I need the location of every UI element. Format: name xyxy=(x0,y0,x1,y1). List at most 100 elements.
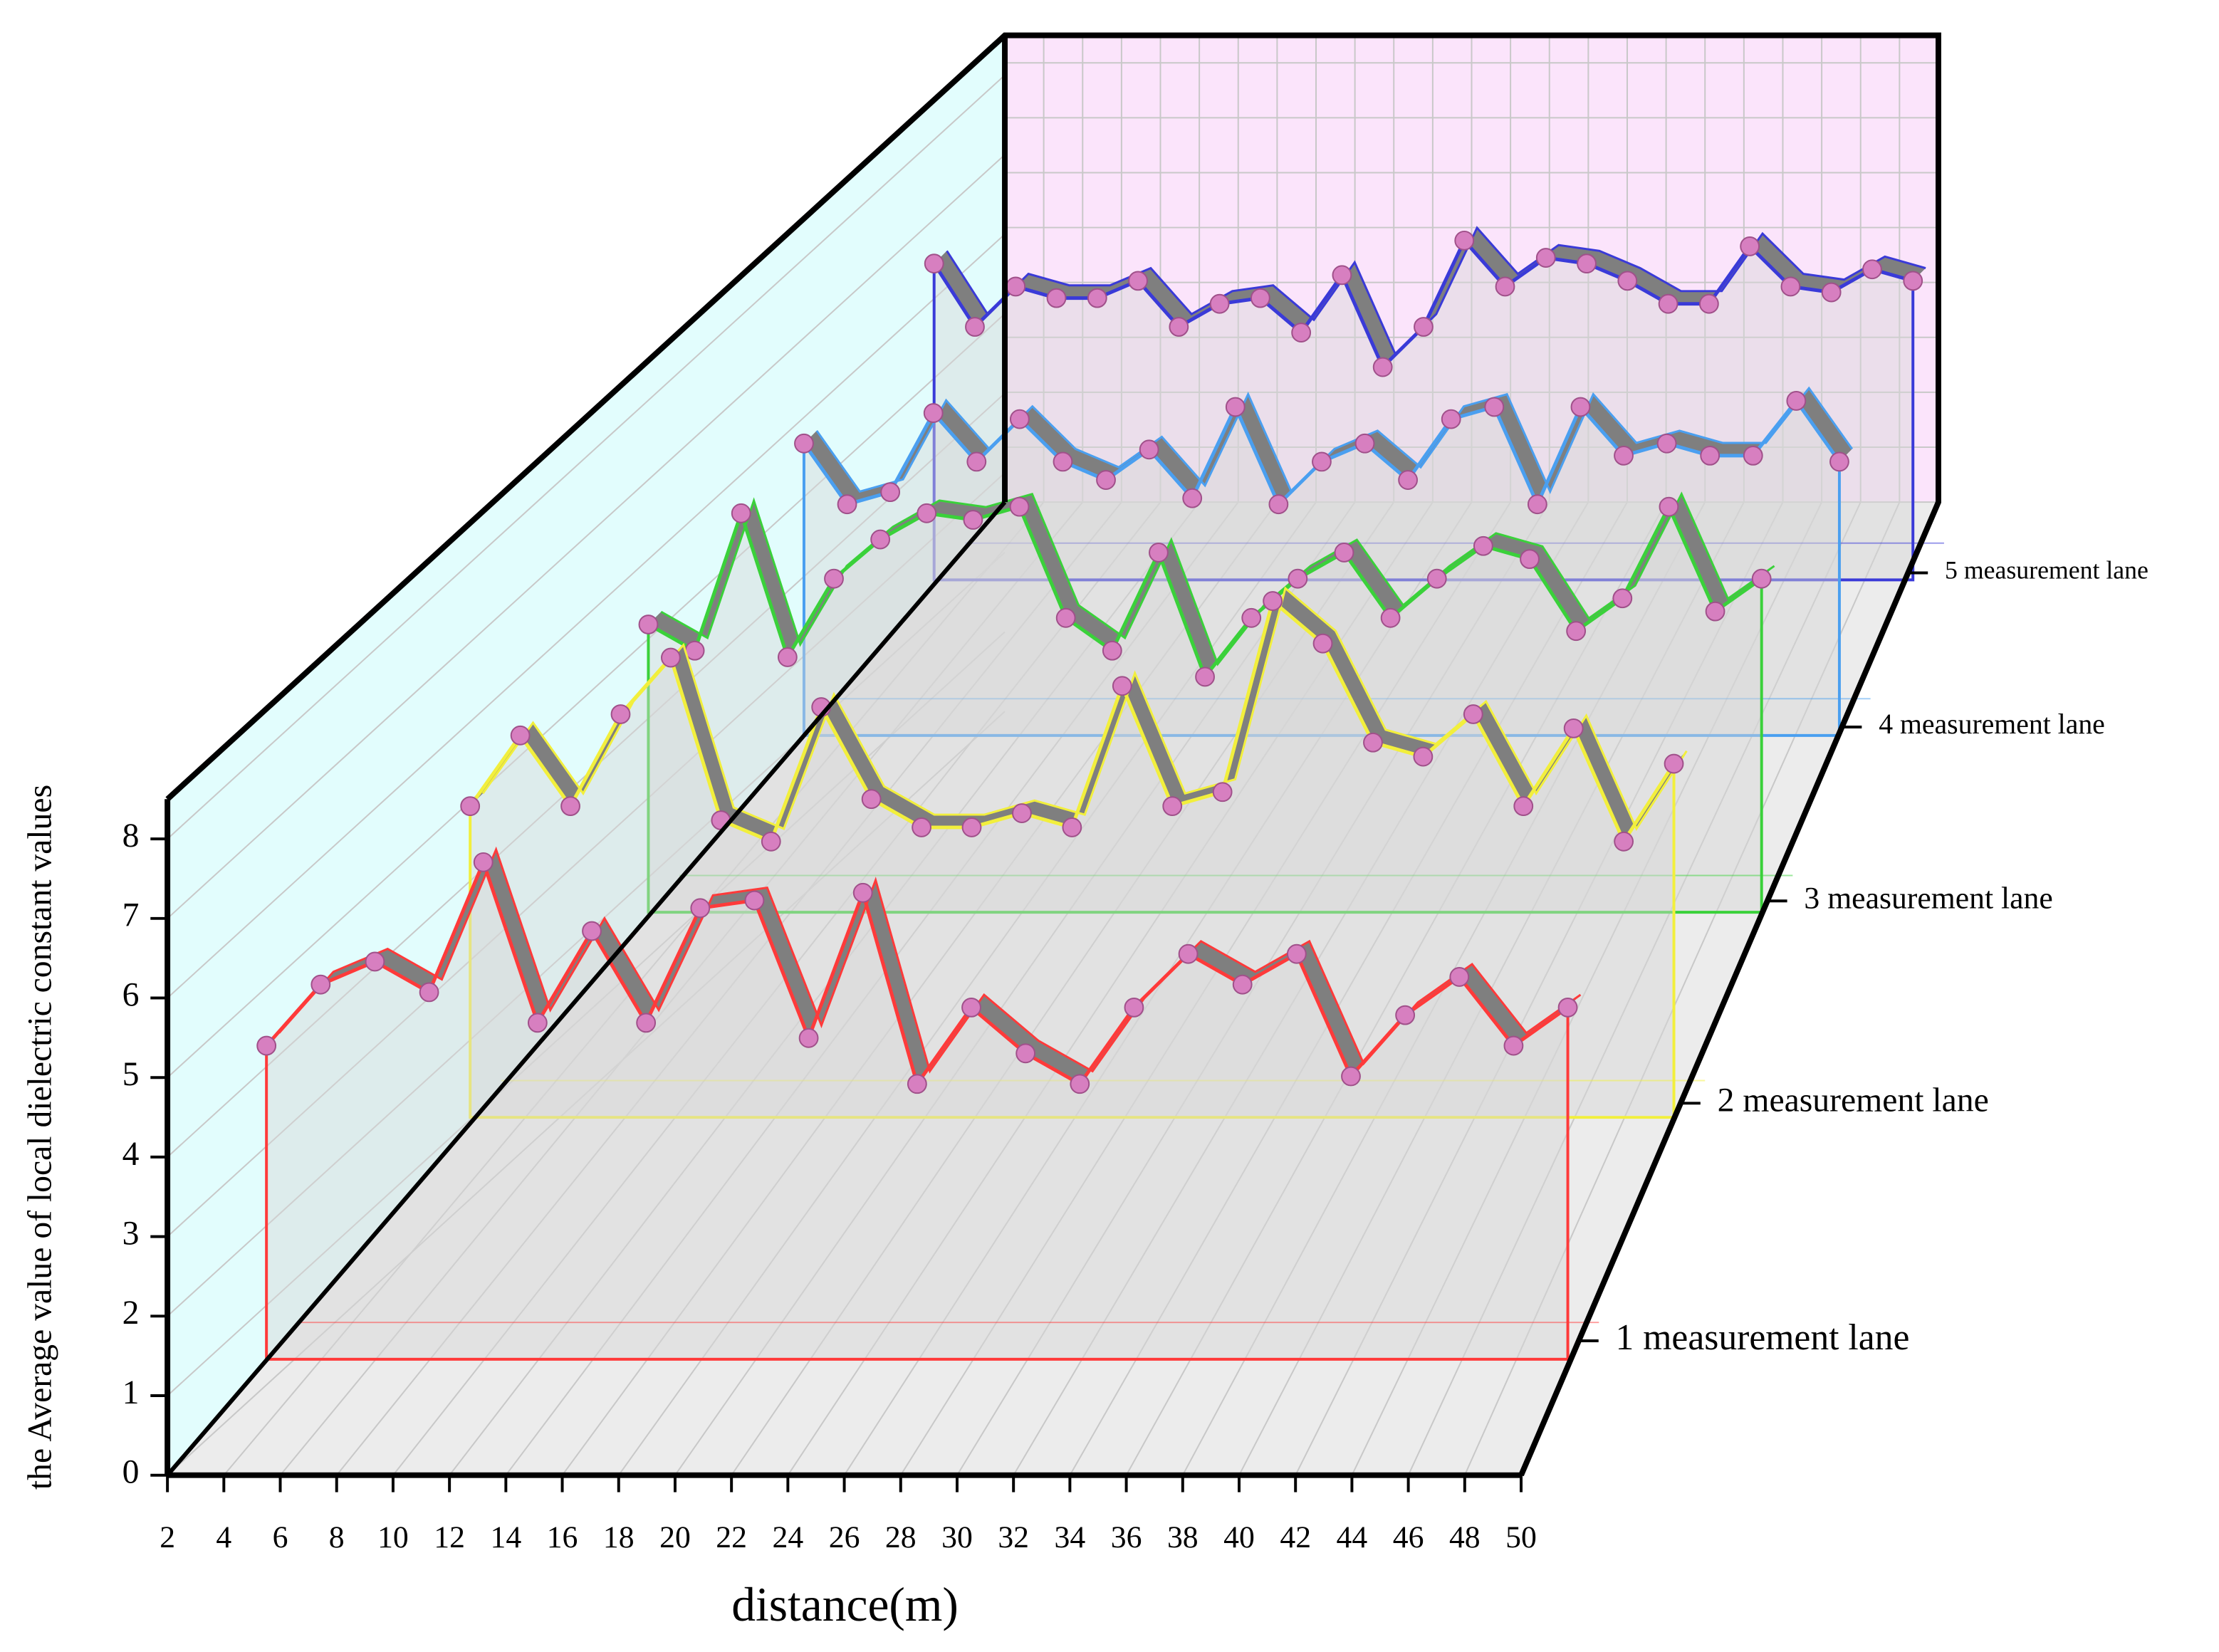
series-line-back xyxy=(278,846,1582,1074)
marker xyxy=(744,890,765,911)
marker xyxy=(1232,974,1253,995)
grid-line xyxy=(392,501,1161,1476)
marker xyxy=(1334,543,1354,563)
marker xyxy=(1087,288,1107,308)
x-tick-label: 12 xyxy=(434,1520,465,1554)
grid-line xyxy=(167,711,1006,1476)
marker xyxy=(1413,746,1434,767)
marker xyxy=(1862,259,1882,280)
marker xyxy=(527,1013,548,1033)
marker xyxy=(1563,718,1584,738)
marker xyxy=(1195,666,1215,687)
frame xyxy=(165,32,1941,1477)
marker xyxy=(1102,640,1122,661)
legend-label: 2 measurement lane xyxy=(1718,1082,1989,1119)
grid-line xyxy=(167,472,1006,1238)
legend-label: 4 measurement lane xyxy=(1879,709,2105,740)
grid-line xyxy=(1125,501,1667,1476)
marker xyxy=(1414,317,1434,337)
marker xyxy=(636,1013,657,1033)
x-tick-label: 24 xyxy=(773,1520,804,1554)
x-tick-label: 2 xyxy=(160,1520,175,1554)
series-line-back xyxy=(481,586,1688,832)
marker xyxy=(1664,753,1684,774)
marker xyxy=(1903,271,1923,291)
marker xyxy=(1312,451,1332,472)
marker xyxy=(917,503,937,523)
marker xyxy=(1557,997,1578,1018)
marker xyxy=(1006,276,1026,297)
grid-line xyxy=(279,501,1084,1476)
y-tick-label: 3 xyxy=(122,1216,140,1253)
marker xyxy=(1212,782,1233,803)
marker xyxy=(661,647,681,668)
marker xyxy=(961,997,981,1018)
marker xyxy=(473,852,494,872)
y-tick-label: 7 xyxy=(122,897,140,934)
marker xyxy=(1700,445,1721,466)
x-tick-label: 30 xyxy=(941,1520,973,1554)
left-wall xyxy=(167,35,1006,1475)
marker xyxy=(1570,397,1591,417)
grid-line xyxy=(561,501,1278,1476)
marker xyxy=(1698,293,1719,314)
x-tick-label: 34 xyxy=(1055,1520,1086,1554)
x-tick-label: 6 xyxy=(273,1520,288,1554)
marker xyxy=(690,898,711,919)
grid-line xyxy=(1463,501,1901,1476)
grid-line xyxy=(449,501,1200,1476)
x-tick-label: 32 xyxy=(998,1520,1029,1554)
marker xyxy=(1614,445,1634,466)
marker xyxy=(1312,633,1333,654)
marker xyxy=(1829,451,1849,472)
grid-line xyxy=(335,501,1122,1476)
marker xyxy=(1124,997,1144,1018)
legend-label: 3 measurement lane xyxy=(1804,881,2052,915)
grid-line xyxy=(1295,501,1784,1476)
marker xyxy=(1527,494,1547,515)
grid-line xyxy=(843,501,1473,1476)
x-tick-label: 42 xyxy=(1280,1520,1311,1554)
marker xyxy=(1169,317,1189,337)
x-tick-label: 10 xyxy=(377,1520,409,1554)
marker xyxy=(837,494,857,515)
marker xyxy=(1513,796,1534,817)
marker xyxy=(1070,1074,1090,1094)
marker xyxy=(1740,236,1760,256)
marker xyxy=(1463,704,1483,724)
marker xyxy=(1751,568,1772,589)
marker xyxy=(1250,288,1270,308)
marker xyxy=(1263,591,1283,611)
grid-line xyxy=(505,501,1239,1476)
marker xyxy=(1454,230,1475,251)
grid-line xyxy=(787,501,1434,1476)
marker xyxy=(1363,732,1383,753)
marker xyxy=(1780,276,1801,297)
y-tick-label: 2 xyxy=(122,1295,140,1332)
marker xyxy=(1821,282,1842,303)
marker xyxy=(1225,397,1246,417)
y-tick-label: 5 xyxy=(122,1056,140,1093)
marker xyxy=(852,882,873,903)
grid-line xyxy=(899,501,1511,1476)
x-tick-label: 46 xyxy=(1393,1520,1424,1554)
marker xyxy=(419,982,439,1003)
marker xyxy=(1612,588,1633,609)
marker xyxy=(798,1028,819,1048)
marker xyxy=(582,921,602,941)
marker xyxy=(1473,535,1493,556)
marker xyxy=(794,433,814,454)
marker xyxy=(1495,276,1515,297)
marker xyxy=(1354,433,1375,454)
x-tick-label: 16 xyxy=(547,1520,578,1554)
grid-line xyxy=(674,501,1356,1476)
marker xyxy=(1395,1005,1416,1025)
grid-line xyxy=(1351,501,1822,1476)
marker xyxy=(1535,248,1556,268)
axes: 2 4 6 8 10 12 14 16 18 20 22 24 26 28 30 32 34 36 38 40 42 44… xyxy=(122,556,2148,1554)
x-tick-label: 36 xyxy=(1111,1520,1142,1554)
y-axis-title: the Average value of local dielectric co… xyxy=(21,785,58,1490)
x-tick-label: 18 xyxy=(603,1520,635,1554)
